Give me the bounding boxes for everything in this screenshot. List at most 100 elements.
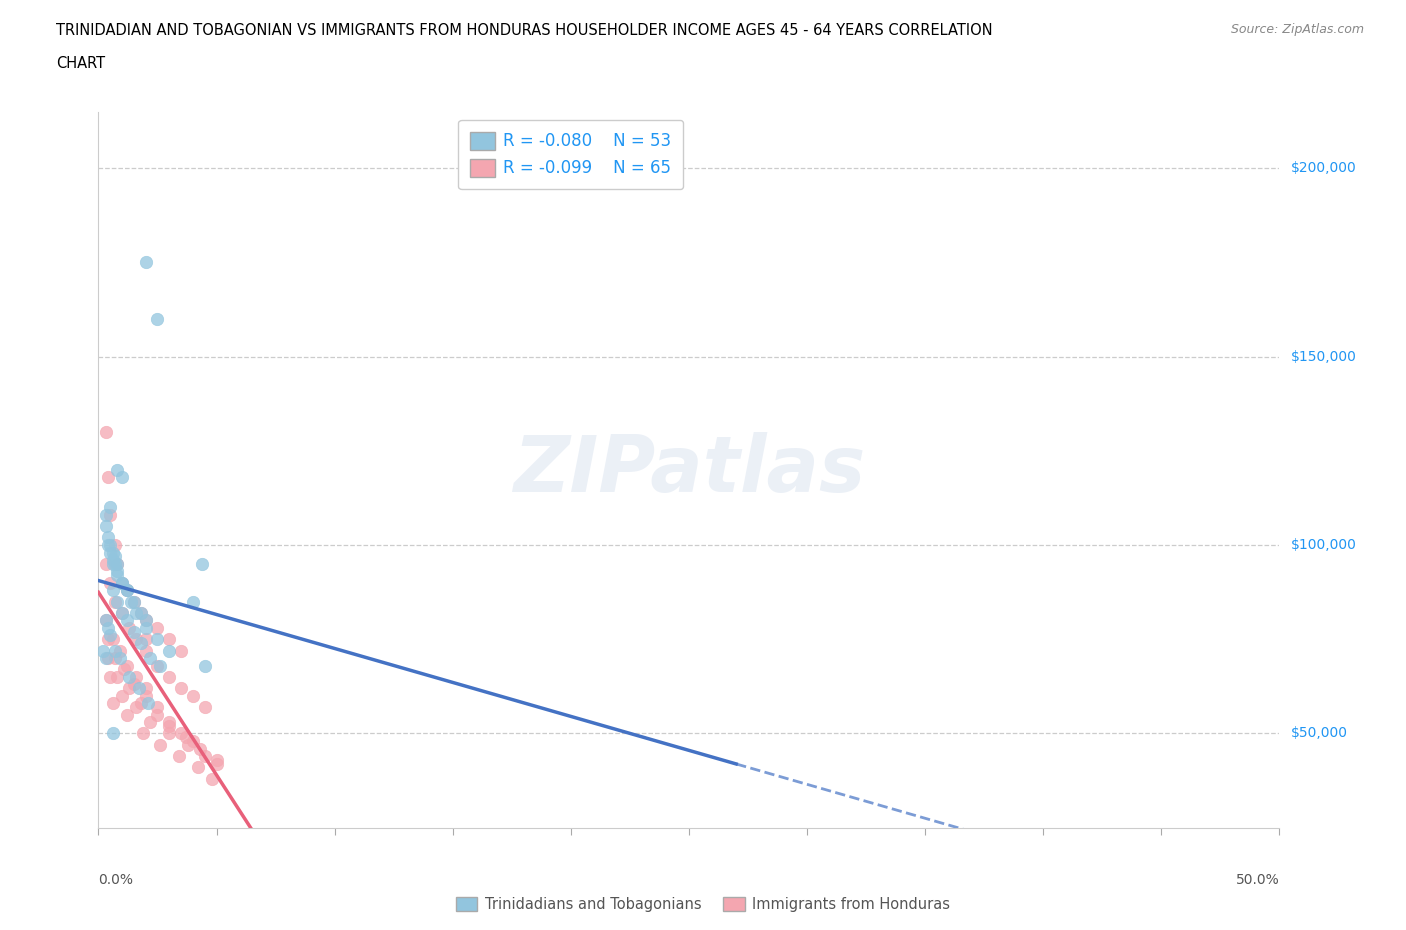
Point [135, 255, 157, 270]
Point [94, 424, 117, 439]
Point [115, 583, 138, 598]
Point [157, 726, 180, 741]
Point [97, 620, 120, 635]
Point [170, 681, 193, 696]
Point [135, 631, 157, 646]
Point [91, 644, 114, 658]
Point [94, 613, 117, 628]
Point [97, 470, 120, 485]
Point [97, 651, 120, 666]
Text: 50.0%: 50.0% [1236, 873, 1279, 887]
Point [118, 681, 141, 696]
Point [167, 749, 190, 764]
Point [135, 688, 157, 703]
Point [157, 631, 180, 646]
Point [105, 564, 128, 578]
Point [194, 658, 217, 673]
Text: TRINIDADIAN AND TOBAGONIAN VS IMMIGRANTS FROM HONDURAS HOUSEHOLDER INCOME AGES 4: TRINIDADIAN AND TOBAGONIAN VS IMMIGRANTS… [56, 23, 993, 38]
Point [146, 707, 169, 722]
Point [94, 519, 117, 534]
Point [135, 613, 157, 628]
Point [115, 583, 138, 598]
Text: 0.0%: 0.0% [98, 873, 134, 887]
Point [97, 530, 120, 545]
Point [149, 658, 172, 673]
Point [157, 644, 180, 658]
Point [105, 594, 128, 609]
Point [157, 719, 180, 734]
Point [191, 556, 214, 571]
Point [115, 658, 138, 673]
Point [111, 576, 134, 591]
Point [135, 681, 157, 696]
Point [104, 651, 127, 666]
Point [129, 605, 152, 620]
Point [149, 737, 172, 752]
Point [101, 696, 124, 711]
Text: Source: ZipAtlas.com: Source: ZipAtlas.com [1230, 23, 1364, 36]
Point [135, 620, 157, 635]
Point [98, 670, 121, 684]
Point [94, 556, 117, 571]
Point [94, 613, 117, 628]
Point [98, 500, 121, 515]
Text: CHART: CHART [56, 56, 105, 71]
Point [125, 605, 148, 620]
Point [111, 576, 134, 591]
Point [101, 726, 124, 741]
Point [146, 312, 169, 326]
Point [108, 651, 131, 666]
Text: $50,000: $50,000 [1291, 726, 1347, 740]
Point [98, 545, 121, 560]
Point [115, 707, 138, 722]
Point [108, 644, 131, 658]
Point [125, 699, 148, 714]
Point [105, 556, 128, 571]
Point [94, 651, 117, 666]
Point [157, 715, 180, 730]
Point [139, 651, 162, 666]
Point [111, 688, 134, 703]
Point [104, 594, 127, 609]
Point [101, 631, 124, 646]
Point [122, 677, 145, 692]
Point [146, 620, 169, 635]
Point [98, 628, 121, 643]
Point [129, 605, 152, 620]
Point [194, 749, 217, 764]
Text: $200,000: $200,000 [1291, 161, 1357, 175]
Point [146, 658, 169, 673]
Point [97, 538, 120, 552]
Point [129, 696, 152, 711]
Point [194, 699, 217, 714]
Legend: R = -0.080    N = 53, R = -0.099    N = 65: R = -0.080 N = 53, R = -0.099 N = 65 [458, 120, 683, 189]
Point [101, 552, 124, 567]
Point [118, 620, 141, 635]
Point [125, 631, 148, 646]
Point [188, 741, 211, 756]
Point [105, 567, 128, 582]
Point [98, 538, 121, 552]
Point [146, 699, 169, 714]
Point [101, 556, 124, 571]
Point [101, 545, 124, 560]
Point [118, 670, 141, 684]
Point [104, 549, 127, 564]
Point [111, 576, 134, 591]
Point [98, 508, 121, 523]
Text: ZIPatlas: ZIPatlas [513, 432, 865, 508]
Point [187, 760, 209, 775]
Point [101, 583, 124, 598]
Point [135, 613, 157, 628]
Point [105, 462, 128, 477]
Point [111, 470, 134, 485]
Point [97, 631, 120, 646]
Legend: Trinidadians and Tobagonians, Immigrants from Honduras: Trinidadians and Tobagonians, Immigrants… [450, 891, 956, 918]
Point [205, 752, 228, 767]
Point [122, 594, 145, 609]
Point [136, 696, 159, 711]
Point [170, 726, 193, 741]
Point [205, 756, 228, 771]
Point [111, 605, 134, 620]
Point [146, 631, 169, 646]
